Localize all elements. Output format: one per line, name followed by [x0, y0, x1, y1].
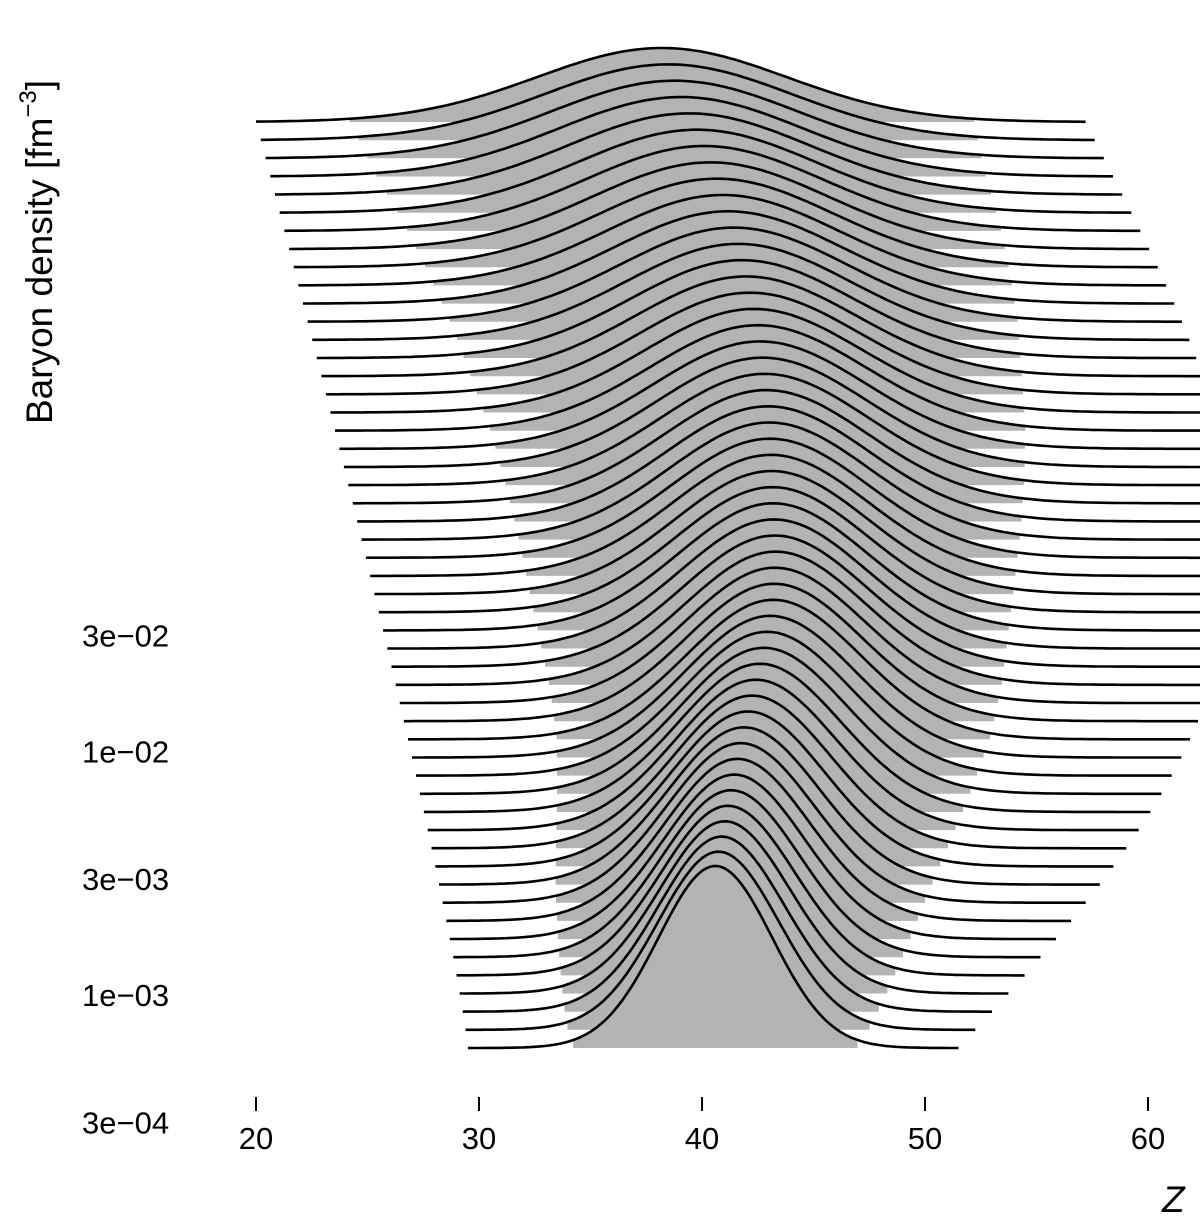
ridge-curve: [467, 864, 959, 1050]
ridge-line: [321, 275, 1200, 378]
ridge-line: [270, 95, 1113, 178]
ridge-line: [453, 788, 1041, 959]
ridge-line: [387, 518, 1200, 650]
ridge-line: [312, 242, 1190, 342]
ridge-line: [439, 726, 1100, 886]
x-tick-group: 20 30 40 50 60: [239, 1097, 1165, 1156]
ridge-line: [431, 694, 1127, 850]
ridge-line: [423, 662, 1151, 814]
y-axis-title-close: ]: [19, 80, 60, 90]
y-tick-label: 1e−03: [82, 978, 169, 1013]
ridge-line: [419, 646, 1162, 796]
y-tick-label: 3e−04: [82, 1106, 169, 1141]
y-tick-label: 3e−03: [82, 862, 169, 897]
ridge-line: [365, 437, 1200, 560]
ridge-line: [330, 307, 1200, 414]
ridge-line: [446, 757, 1072, 923]
ridge-line: [325, 291, 1200, 396]
ridge-line: [395, 550, 1200, 687]
x-tick-label: 20: [239, 1121, 273, 1156]
y-axis: 3e−02 1e−02 3e−03 1e−03 3e−04: [82, 619, 169, 1141]
x-axis: 20 30 40 50 60: [239, 1097, 1165, 1156]
ridge-line: [275, 112, 1123, 196]
ridge-line: [298, 193, 1167, 287]
ridge-line: [348, 372, 1200, 487]
ridge-line: [289, 161, 1150, 251]
ridge-line: [412, 614, 1182, 759]
ridge-line: [459, 820, 1009, 995]
ridge-line: [352, 388, 1200, 505]
ridge-line: [456, 804, 1025, 977]
x-tick-label: 60: [1131, 1121, 1165, 1156]
ridge-line: [435, 710, 1114, 868]
ridge-fill: [573, 866, 858, 1048]
ridge-line: [293, 177, 1158, 269]
ridge-line: [361, 421, 1200, 541]
ridge-line: [442, 741, 1086, 904]
ridge-line: [403, 582, 1199, 723]
y-tick-label: 3e−02: [82, 619, 169, 654]
ridge-line: [378, 485, 1200, 614]
y-tick-group: 3e−02 1e−02 3e−03 1e−03 3e−04: [82, 619, 169, 1141]
ridge-line: [416, 630, 1172, 777]
ridge-line: [449, 773, 1056, 941]
ridge-line: [467, 864, 959, 1050]
ridgeline-curves: [256, 46, 1200, 1050]
ridge-line: [462, 835, 992, 1013]
x-tick-label: 30: [462, 1121, 496, 1156]
ridge-line: [303, 210, 1175, 305]
y-tick-label: 1e−02: [82, 735, 169, 770]
ridge-line: [316, 258, 1197, 360]
ridge-line: [343, 356, 1200, 469]
ridge-line: [391, 534, 1200, 668]
ridge-line: [265, 79, 1104, 160]
ridge-line: [399, 566, 1200, 705]
ridge-line: [339, 340, 1200, 451]
ridge-line: [335, 323, 1200, 432]
ridge-line: [284, 144, 1141, 233]
y-axis-title-superscript: −3: [15, 90, 42, 117]
x-tick-label: 50: [908, 1121, 942, 1156]
ridge-line: [465, 850, 976, 1032]
ridge-line: [307, 226, 1182, 323]
ridge-line: [260, 63, 1095, 142]
ridge-line: [357, 405, 1200, 523]
ridge-line: [408, 598, 1191, 741]
ridge-line: [374, 469, 1200, 596]
x-tick-label: 40: [685, 1121, 719, 1156]
y-axis-title-main: Baryon density [fm: [19, 118, 60, 424]
ridge-line: [256, 46, 1086, 124]
ridge-line: [427, 678, 1139, 832]
y-axis-title: Baryon density [fm−3]: [15, 80, 60, 424]
ridge-line: [370, 453, 1200, 578]
ridge-line: [383, 502, 1200, 632]
ridge-line: [279, 128, 1132, 214]
x-axis-title: Z: [1161, 1179, 1186, 1220]
